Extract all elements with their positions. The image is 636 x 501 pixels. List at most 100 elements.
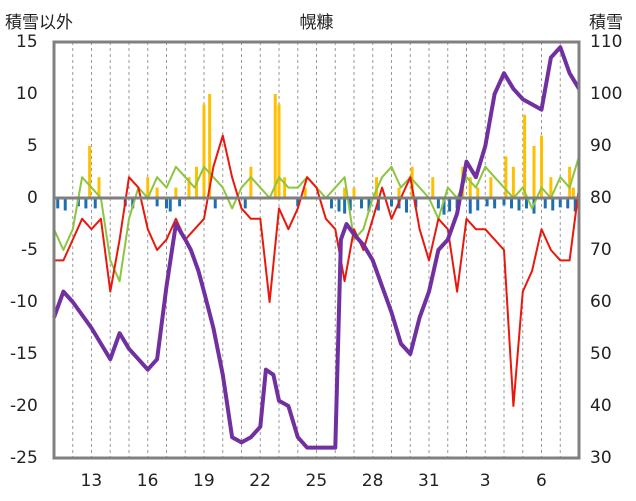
right-tick-label: 80 xyxy=(590,188,612,208)
snow-depth-line xyxy=(52,45,581,450)
snowfall-bar xyxy=(63,198,67,211)
x-tick-label: 22 xyxy=(249,471,271,491)
snowfall-bar xyxy=(405,198,408,213)
plot-frame xyxy=(52,40,581,460)
snowfall-bar xyxy=(337,198,341,212)
snowfall-bar xyxy=(213,198,217,209)
precip-bar xyxy=(511,166,515,198)
left-tick-label: 5 xyxy=(27,136,38,156)
right-tick-label: 110 xyxy=(590,32,623,52)
precip-bar xyxy=(549,177,553,198)
right-tick-label: 90 xyxy=(590,136,612,156)
snowfall-bar xyxy=(165,198,168,209)
right-tick-label: 30 xyxy=(590,448,612,468)
x-tick-label: 6 xyxy=(536,471,547,491)
precip-bar xyxy=(504,156,508,198)
precip-bar xyxy=(97,177,101,198)
min-temp-line xyxy=(54,134,580,407)
snowfall-bar xyxy=(348,198,352,211)
snowfall-bar xyxy=(558,198,562,208)
snowfall-bar xyxy=(442,198,446,215)
precip-bar xyxy=(352,187,356,198)
left-axis-label: 積雪以外 xyxy=(5,13,73,33)
snowfall-bar xyxy=(485,198,489,207)
precip-bar xyxy=(343,187,347,198)
snowfall-bar xyxy=(330,198,333,209)
snowfall-bar xyxy=(390,198,393,207)
precip-bar xyxy=(431,177,435,198)
snowfall-bar xyxy=(448,198,452,212)
snowfall-bar xyxy=(178,198,182,207)
left-tick-label: 10 xyxy=(16,84,38,104)
snowfall-bar xyxy=(468,198,472,214)
left-tick-label: -5 xyxy=(21,240,38,260)
snowfall-bar xyxy=(360,198,363,209)
snowfall-bar xyxy=(376,198,380,211)
precip-bar xyxy=(523,114,527,198)
precip-bar xyxy=(208,94,212,198)
precip-bar xyxy=(476,187,480,198)
precip-bar xyxy=(468,177,472,198)
snowfall-bar xyxy=(502,198,506,206)
snowfall-bar xyxy=(367,198,371,212)
snowfall-bar xyxy=(56,198,60,209)
precip-bar xyxy=(489,177,493,198)
x-tick-label: 19 xyxy=(193,471,215,491)
snowfall-bar xyxy=(296,198,300,207)
precip-bar xyxy=(146,177,150,198)
precip-bar xyxy=(532,146,536,198)
x-tick-label: 13 xyxy=(80,471,103,491)
precip-bar xyxy=(568,166,572,198)
left-tick-label: -10 xyxy=(10,292,38,312)
snowfall-bar xyxy=(493,198,497,209)
right-tick-label: 50 xyxy=(590,344,612,364)
precip-bar xyxy=(283,177,287,198)
precip-bar xyxy=(249,166,253,198)
snowfall-bar xyxy=(476,198,480,211)
right-tick-label: 70 xyxy=(590,240,612,260)
precip-bar xyxy=(303,187,307,198)
precip-bar xyxy=(88,146,92,198)
snowfall-bar xyxy=(573,198,577,212)
snowfall-bar xyxy=(168,198,172,212)
x-tick-label: 16 xyxy=(136,471,159,491)
left-tick-label: 15 xyxy=(16,32,38,52)
x-tick-label: 31 xyxy=(418,471,440,491)
precip-bar xyxy=(174,187,178,198)
precip-bar xyxy=(273,94,277,198)
snowfall-bar xyxy=(525,198,528,209)
snowfall-bar xyxy=(414,198,418,208)
left-tick-label: -20 xyxy=(10,396,38,416)
right-tick-label: 100 xyxy=(590,84,623,104)
snowfall-bar xyxy=(543,198,547,209)
snowfall-bar xyxy=(551,198,555,211)
right-axis-label: 積雪 xyxy=(589,13,623,33)
snowfall-bar xyxy=(243,198,247,209)
precip-bar xyxy=(397,187,401,198)
snowfall-bar xyxy=(155,198,159,207)
precip-bar xyxy=(155,187,159,198)
series-lines xyxy=(52,45,581,450)
precip-bar xyxy=(187,177,191,198)
snowfall-bar xyxy=(517,198,521,211)
precip-bar xyxy=(202,104,206,198)
precip-bar xyxy=(540,135,543,198)
snowfall-bar xyxy=(84,198,88,209)
snowfall-bar xyxy=(343,198,347,214)
left-tick-label: 0 xyxy=(27,188,38,208)
right-tick-label: 40 xyxy=(590,396,612,416)
snowfall-bar xyxy=(93,198,97,209)
snowfall-bar xyxy=(436,198,440,209)
right-tick-label: 60 xyxy=(590,292,612,312)
chart-title: 幌糠 xyxy=(299,13,334,33)
snowfall-bar xyxy=(566,198,570,209)
left-tick-label: -25 xyxy=(10,448,38,468)
precip-bar xyxy=(571,187,575,198)
vertical-gridlines xyxy=(53,42,580,458)
x-tick-label: 3 xyxy=(479,471,491,491)
snowfall-bar xyxy=(510,198,513,209)
x-tick-label: 25 xyxy=(305,471,328,491)
x-tick-label: 28 xyxy=(361,471,384,491)
left-tick-label: -15 xyxy=(10,344,38,364)
